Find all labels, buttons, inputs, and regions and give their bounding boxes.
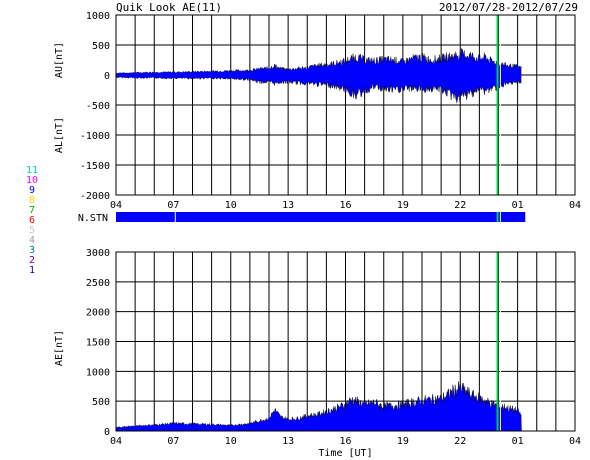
y-tick-label: 1500 [86, 338, 110, 349]
y-tick-label: 2500 [86, 278, 110, 289]
x-tick-label: 01 [512, 436, 524, 447]
x-tick-label: 22 [454, 436, 466, 447]
nstn-label: N.STN [78, 213, 108, 224]
x-tick-label: 04 [110, 200, 122, 211]
ae-area [115, 381, 522, 432]
station-legend-item: 2 [28, 255, 36, 266]
station-legend-item: 10 [26, 175, 39, 186]
nstn-bar [116, 212, 526, 222]
x-tick-label: 16 [339, 200, 351, 211]
chart-title: Quik Look AE(11) [116, 1, 222, 14]
y-tick-label: -1000 [80, 131, 110, 142]
x-tick-label: 10 [225, 200, 237, 211]
x-tick-label: 10 [225, 436, 237, 447]
plot-frame [115, 14, 576, 196]
plot-frame [115, 251, 576, 432]
y-tick-label: 0 [104, 427, 110, 438]
x-tick-label: 19 [397, 200, 409, 211]
x-tick-label: 16 [339, 436, 351, 447]
x-tick-label: 04 [569, 200, 581, 211]
station-legend-item: 8 [28, 195, 36, 206]
station-legend-item: 1 [28, 265, 36, 276]
y-tick-label: -500 [86, 101, 110, 112]
x-tick-label: 07 [167, 200, 179, 211]
y-tick-label: 2000 [86, 308, 110, 319]
y-tick-label: 0 [104, 71, 110, 82]
x-tick-label: 04 [110, 436, 122, 447]
x-tick-label: 19 [397, 436, 409, 447]
y-tick-label: -2000 [80, 191, 110, 202]
y-tick-label: 500 [92, 397, 110, 408]
x-tick-label: 13 [282, 436, 294, 447]
y-axis-label-au: AU[nT] [54, 42, 65, 78]
station-legend-item: 7 [28, 205, 36, 216]
station-legend-item: 9 [28, 185, 36, 196]
y-tick-label: 1000 [86, 11, 110, 22]
y-axis-label-al: AL[nT] [54, 117, 65, 153]
x-tick-label: 07 [167, 436, 179, 447]
x-tick-label: 01 [512, 200, 524, 211]
y-axis-label-ae: AE[nT] [54, 330, 65, 366]
y-tick-label: 500 [92, 41, 110, 52]
x-tick-label: 04 [569, 436, 581, 447]
y-tick-label: -1500 [80, 161, 110, 172]
au-al-band [115, 47, 522, 104]
station-legend-item: 6 [28, 215, 36, 226]
date-range: 2012/07/28-2012/07/29 [438, 1, 578, 14]
station-legend-item: 5 [28, 225, 36, 236]
x-axis-label: Time [UT] [318, 448, 372, 459]
x-tick-label: 13 [282, 200, 294, 211]
station-legend-item: 3 [28, 245, 36, 256]
station-legend-item: 4 [28, 235, 36, 246]
x-tick-label: 22 [454, 200, 466, 211]
station-legend-item: 11 [26, 165, 39, 176]
y-tick-label: 1000 [86, 367, 110, 378]
y-tick-label: 3000 [86, 248, 110, 259]
